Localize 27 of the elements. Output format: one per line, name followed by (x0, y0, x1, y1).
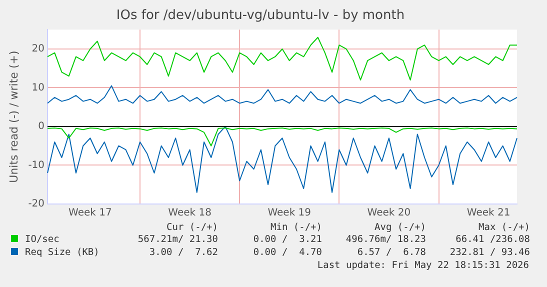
x-tick-label: Week 18 (168, 208, 212, 219)
text: 232.81 / 93.46 (448, 246, 530, 259)
x-tick-label: Week 19 (268, 208, 312, 219)
text: Max (-/+) (478, 222, 530, 233)
text: Avg (-/+) (374, 222, 426, 233)
text: 496.76m/ 18.23 (344, 233, 426, 246)
y-tick-label: -20 (28, 198, 45, 210)
y-tick-label: 0 (38, 121, 45, 132)
text: 6.57 / 6.78 (356, 246, 426, 259)
legend-label: IO/sec (24, 233, 60, 246)
legend-label: Req Size (KB) (24, 246, 100, 259)
text: 66.41 /236.08 (454, 233, 530, 246)
x-tick-label: Week 21 (466, 208, 510, 219)
text: 3.00 / 7.62 (148, 246, 218, 259)
chart-title: IOs for /dev/ubuntu-vg/ubuntu-lv - by month (116, 8, 405, 24)
y-axis-title: Units read (-) / write (+) (7, 50, 20, 183)
y-tick-label: -10 (28, 160, 45, 171)
text: Cur (-/+) (166, 222, 218, 233)
text: 0.00 / 3.21 (252, 233, 322, 246)
text: Min (-/+) (270, 222, 322, 233)
text: Last update: Fri May 22 18:15:31 2026 (316, 259, 530, 272)
y-tick-label: 10 (32, 82, 45, 94)
y-tick-label: 20 (32, 44, 45, 55)
x-tick-label: Week 20 (367, 208, 411, 219)
x-tick-label: Week 17 (68, 208, 112, 219)
text: 0.00 / 4.70 (252, 246, 322, 259)
text: 567.21m/ 21.30 (136, 233, 218, 246)
